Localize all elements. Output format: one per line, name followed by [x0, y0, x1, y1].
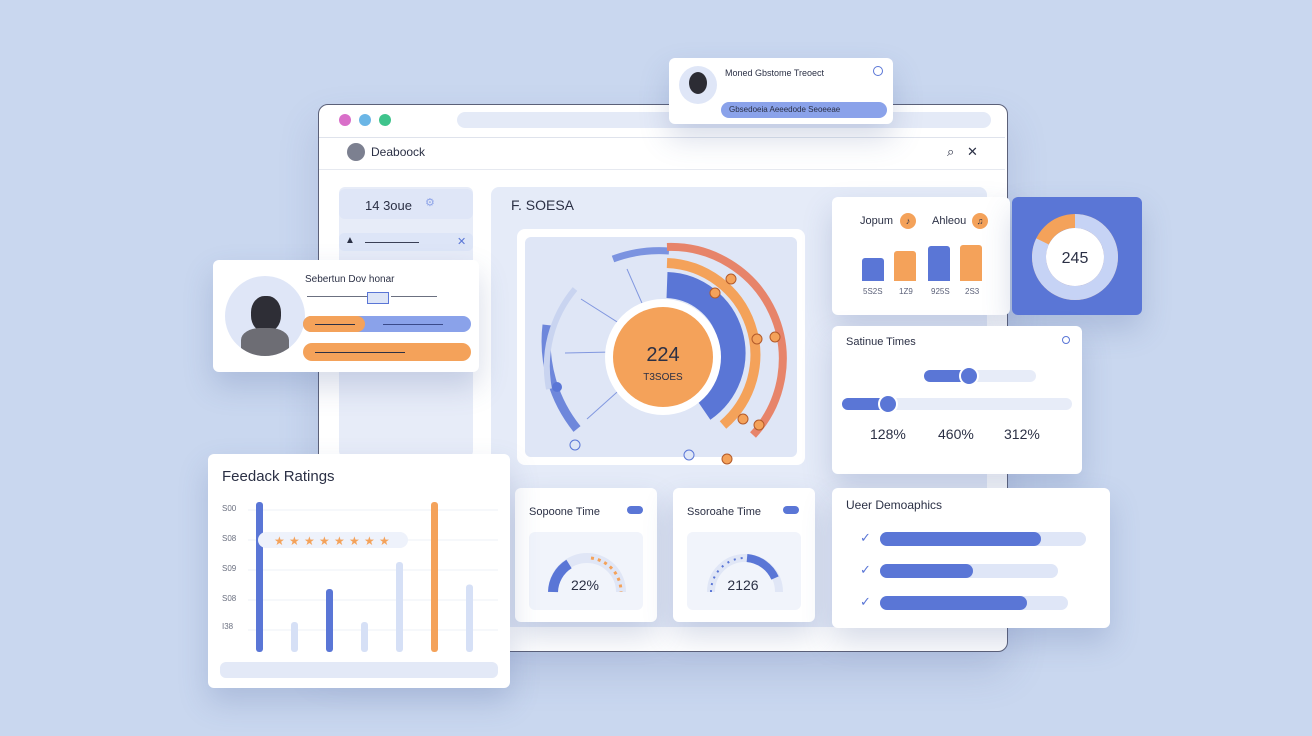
- gauge-card: 224 T3SOES: [517, 229, 805, 465]
- slider-top[interactable]: [924, 366, 1036, 386]
- tick-label: 1Z9: [899, 287, 913, 296]
- response-gauge: 2126: [707, 554, 783, 593]
- profile-field[interactable]: [367, 292, 389, 304]
- notification-title: Moned Gbstome Treoect: [725, 68, 825, 78]
- response-gauge: 22%: [548, 553, 626, 593]
- mini-bar: [928, 246, 950, 281]
- tick-label: 2S3: [965, 287, 980, 296]
- feedback-bar: [431, 502, 438, 652]
- star-icon: ★: [334, 534, 345, 548]
- mini-bar: [862, 258, 884, 281]
- feedback-bar: [326, 589, 333, 652]
- panel-title: F. SOESA: [511, 197, 575, 213]
- check-icon[interactable]: ✓: [860, 562, 871, 577]
- minimize-dot[interactable]: [359, 114, 371, 126]
- donut-card: 245: [1012, 197, 1142, 315]
- demographics-title: Ueer Demoaphics: [846, 498, 943, 512]
- star-icon: ★: [349, 534, 360, 548]
- feedback-bar: [396, 562, 403, 652]
- slider-bottom[interactable]: [842, 394, 1072, 414]
- notification-card[interactable]: Moned Gbstome Treoect Gbsedoeia Aeeedode…: [669, 58, 893, 124]
- maximize-dot[interactable]: [379, 114, 391, 126]
- feedback-bar: [256, 502, 263, 652]
- music-icon[interactable]: ♫: [972, 213, 988, 229]
- donut-chart: 245: [1032, 214, 1118, 300]
- scrollbar[interactable]: [220, 662, 498, 678]
- star-icon: ★: [379, 534, 390, 548]
- sidebar-search[interactable]: ▲ ✕: [339, 233, 473, 251]
- response-card-2: Ssoroahe Time 2126: [673, 488, 815, 622]
- mini-bar: [894, 251, 916, 281]
- sidebar-header[interactable]: 14 3oue ⚙: [339, 189, 473, 219]
- star-icon: ★: [319, 534, 330, 548]
- close-dot[interactable]: [339, 114, 351, 126]
- tick-label: 925S: [931, 287, 950, 296]
- star-icon: ★: [274, 534, 285, 548]
- y-tick: S08: [222, 534, 237, 543]
- stat-value: 460%: [938, 426, 974, 442]
- demographic-bar: [880, 564, 1058, 578]
- avatar: [347, 143, 365, 161]
- profile-title: Sebertun Dov honar: [305, 274, 395, 285]
- search-icon[interactable]: ⌕: [947, 144, 955, 159]
- demographic-bar: [880, 532, 1086, 546]
- clear-icon[interactable]: ✕: [457, 236, 467, 248]
- bar-label-a: Jopum: [860, 215, 894, 227]
- slider-knob[interactable]: [958, 366, 979, 386]
- stat-value: 312%: [1004, 426, 1040, 442]
- response-title: Sopoone Time: [529, 506, 600, 518]
- response-value: 2126: [727, 577, 758, 593]
- check-icon[interactable]: ✓: [860, 594, 871, 609]
- slider-knob[interactable]: [878, 394, 898, 414]
- avatar: [225, 276, 305, 356]
- response-card-1: Sopoone Time 22%: [515, 488, 657, 622]
- donut-value: 245: [1062, 250, 1089, 267]
- profile-action[interactable]: [303, 343, 471, 361]
- music-icon[interactable]: ♪: [900, 213, 916, 229]
- notification-sub: Gbsedoeia Aeeedode Seoeeae: [729, 105, 841, 114]
- y-tick: I38: [222, 622, 234, 631]
- feedback-chart: ★ ★ ★ ★ ★ ★ ★ ★: [248, 502, 498, 652]
- profile-card[interactable]: Sebertun Dov honar: [213, 260, 479, 372]
- feedback-card: Feedack Ratings S00 S08 S09 S08 I38 ★ ★ ★ ★…: [208, 454, 510, 688]
- response-value: 22%: [571, 577, 599, 593]
- mini-bar: [960, 245, 982, 281]
- star-icon: ★: [289, 534, 300, 548]
- demographics-card: Ueer Demoaphics ✓ ✓ ✓: [832, 488, 1110, 628]
- satisfaction-card: Satinue Times 128% 460% 312%: [832, 326, 1082, 474]
- star-icon: ★: [304, 534, 315, 548]
- demographic-bar: [880, 596, 1068, 610]
- profile-progress: [303, 316, 471, 332]
- check-icon[interactable]: ✓: [860, 530, 871, 545]
- feedback-bar: [361, 622, 368, 652]
- feedback-bar: [291, 622, 298, 652]
- tick-label: 5S2S: [863, 287, 883, 296]
- y-tick: S09: [222, 564, 237, 573]
- gauge-label: T3SOES: [643, 372, 683, 383]
- app-title: Deaboock: [371, 145, 426, 159]
- radial-gauge: 224 T3SOES: [541, 242, 787, 465]
- feedback-title: Feedack Ratings: [222, 468, 335, 485]
- close-icon[interactable]: ✕: [967, 144, 978, 159]
- gauge-value: 224: [646, 344, 679, 366]
- bar-mini-card: Jopum ♪ Ahleou ♫ 5S2S 1Z9 925S 2S3: [832, 197, 1010, 315]
- avatar: [679, 66, 717, 104]
- search-icon: ▲: [345, 235, 355, 246]
- y-tick: S08: [222, 594, 237, 603]
- star-rating: [258, 532, 408, 548]
- gear-icon[interactable]: ⚙: [425, 197, 435, 209]
- star-icon: ★: [364, 534, 375, 548]
- satisfaction-title: Satinue Times: [846, 336, 916, 348]
- y-tick: S00: [222, 504, 237, 513]
- toggle-icon[interactable]: [783, 506, 799, 514]
- status-icon: [1062, 336, 1070, 344]
- status-icon: [873, 66, 883, 76]
- bar-label-b: Ahleou: [932, 215, 967, 227]
- sidebar-title: 14 3oue: [365, 198, 412, 213]
- stat-value: 128%: [870, 426, 906, 442]
- notification-action[interactable]: Gbsedoeia Aeeedode Seoeeae: [721, 102, 887, 118]
- toggle-icon[interactable]: [627, 506, 643, 514]
- response-title: Ssoroahe Time: [687, 506, 761, 518]
- feedback-bar: [466, 584, 473, 652]
